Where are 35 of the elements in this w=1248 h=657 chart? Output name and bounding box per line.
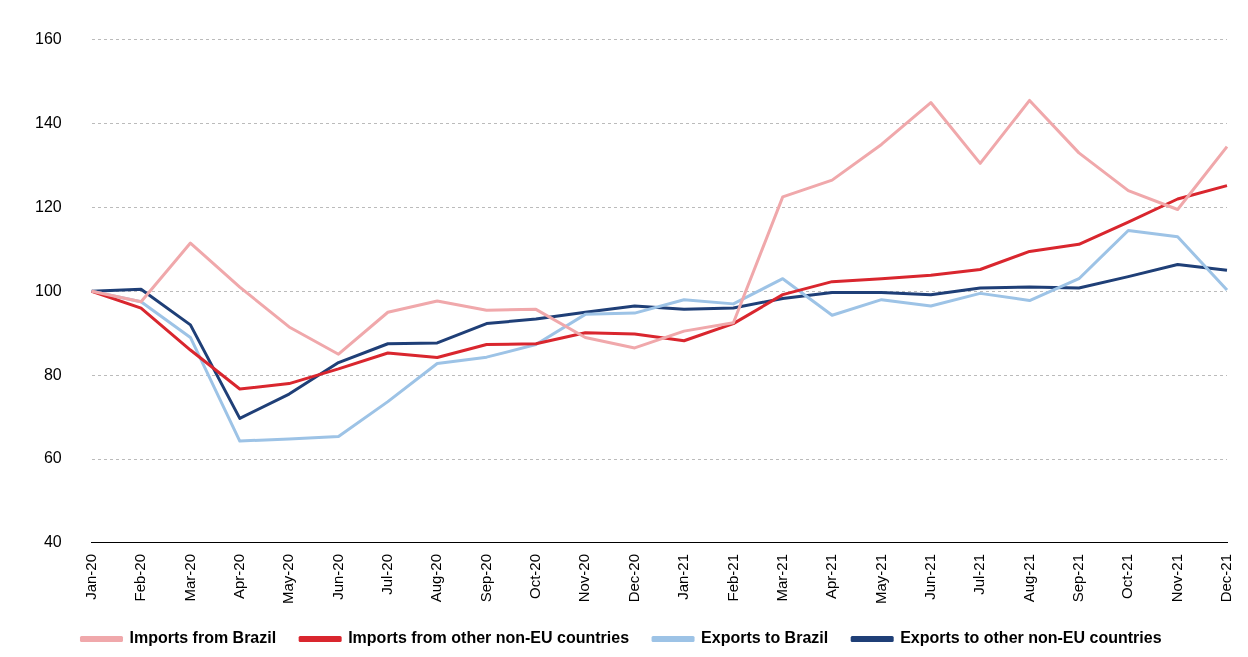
legend-label: Exports to other non-EU countries (900, 629, 1162, 647)
y-tick-label: 160 (34, 30, 62, 48)
y-tick-label: 120 (34, 197, 62, 215)
legend-label: Imports from other non-EU countries (348, 629, 630, 647)
legend-label: Imports from Brazil (129, 629, 277, 647)
x-tick-label: Jun-21 (920, 553, 938, 600)
x-tick-label: Nov-20 (575, 553, 593, 603)
x-tick-label: Aug-21 (1019, 553, 1037, 603)
y-tick-label: 80 (43, 365, 62, 383)
x-tick-label: Jul-21 (970, 553, 988, 595)
x-tick-label: Apr-20 (229, 553, 247, 600)
x-tick-label: May-21 (871, 553, 889, 605)
x-tick-label: Feb-20 (131, 553, 149, 602)
x-tick-label: Nov-21 (1167, 553, 1185, 603)
x-tick-label: Sep-21 (1069, 553, 1087, 603)
x-tick-label: Oct-21 (1118, 553, 1136, 599)
x-tick-label: Jan-20 (81, 553, 99, 600)
x-tick-label: Feb-21 (723, 553, 741, 602)
legend-label: Exports to Brazil (701, 629, 829, 647)
y-tick-label: 60 (43, 449, 62, 467)
x-tick-label: Dec-21 (1217, 553, 1235, 603)
y-tick-label: 40 (43, 533, 62, 551)
x-tick-label: Mar-20 (180, 553, 198, 602)
y-tick-label: 140 (34, 113, 62, 131)
x-tick-label: Apr-21 (822, 553, 840, 600)
x-tick-label: Jan-21 (674, 553, 692, 600)
x-tick-label: Sep-20 (476, 553, 494, 603)
x-tick-label: Aug-20 (427, 553, 445, 603)
x-tick-label: Jun-20 (328, 553, 346, 600)
x-tick-label: May-20 (279, 553, 297, 605)
x-tick-label: Dec-20 (624, 553, 642, 603)
y-tick-label: 100 (34, 281, 62, 299)
x-tick-label: Mar-21 (772, 553, 790, 602)
x-tick-label: Jul-20 (378, 553, 395, 595)
x-tick-label: Oct-20 (526, 553, 544, 599)
